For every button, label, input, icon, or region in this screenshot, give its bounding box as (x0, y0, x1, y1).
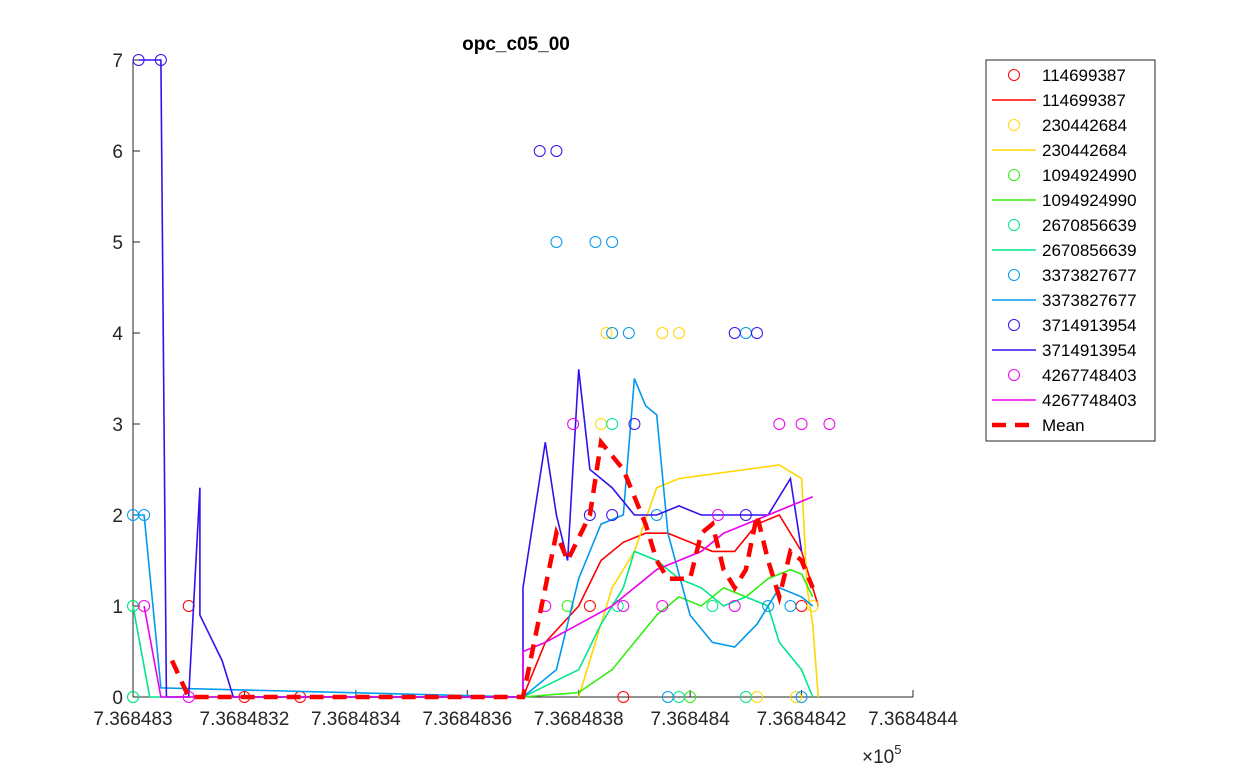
data-point-3714913954 (550, 145, 563, 157)
data-point-230442684 (600, 327, 613, 339)
data-point-4267748403 (182, 691, 195, 703)
data-point-114699387 (583, 600, 596, 612)
x-tick-label: 7.3684838 (534, 709, 624, 730)
legend-label: 3714913954 (1042, 341, 1137, 360)
legend-label: 2670856639 (1042, 241, 1137, 260)
y-tick-label: 7 (112, 51, 123, 72)
data-point-3714913954 (751, 327, 763, 339)
series-line-230442684 (577, 464, 820, 698)
data-point-4267748403 (712, 509, 724, 521)
x-tick-label: 7.3684834 (311, 709, 401, 730)
data-point-4267748403 (773, 418, 786, 430)
data-point-3714913954 (739, 509, 752, 521)
data-point-4267748403 (795, 418, 808, 430)
legend-marker (1008, 219, 1020, 231)
data-point-3714913954 (628, 418, 641, 430)
plot-area (127, 54, 836, 703)
data-point-3373827677 (661, 691, 674, 703)
legend-label: 2670856639 (1042, 216, 1137, 235)
y-tick-label: 4 (112, 324, 123, 345)
data-point-230442684 (595, 418, 607, 430)
x-tick-labels: 7.368483 7.3684832 7.3684834 7.3684836 7.368… (93, 709, 958, 730)
data-point-3373827677 (606, 327, 619, 339)
y-tick-label: 1 (112, 597, 123, 618)
series-line-1094924990 (522, 568, 814, 698)
legend-label: 4267748403 (1042, 366, 1137, 385)
data-point-3714913954 (533, 145, 546, 157)
data-point-2670856639 (127, 691, 139, 703)
series-line-3373827677 (133, 378, 814, 698)
data-point-3373827677 (795, 691, 808, 703)
data-point-230442684 (673, 327, 685, 339)
legend-marker (1008, 169, 1020, 181)
legend-label: 114699387 (1042, 66, 1126, 85)
y-tick-labels: 0 1 2 3 4 5 6 7 (112, 51, 123, 709)
data-point-4267748403 (138, 600, 151, 612)
data-point-3714913954 (606, 509, 619, 521)
legend-label: 230442684 (1042, 141, 1127, 160)
x-tick-label: 7.3684844 (868, 709, 958, 730)
data-point-114699387 (795, 600, 808, 612)
legend-label: 3714913954 (1042, 316, 1137, 335)
data-point-114699387 (617, 691, 630, 703)
data-point-3373827677 (622, 327, 635, 339)
legend: 114699387 114699387 230442684 230442684 1094… (985, 59, 1156, 442)
series-line-2670856639 (132, 550, 814, 698)
x-tick-label: 7.3684836 (422, 709, 512, 730)
data-point-4267748403 (823, 418, 836, 430)
data-point-3373827677 (550, 236, 563, 248)
legend-label: 4267748403 (1042, 391, 1137, 410)
x-tick-label: 7.368484 (651, 709, 731, 730)
data-point-3714913954 (132, 54, 145, 66)
legend-label: 114699387 (1042, 91, 1126, 110)
legend-marker (1008, 269, 1020, 281)
data-point-4267748403 (656, 600, 669, 612)
data-point-4267748403 (617, 600, 630, 612)
legend-label: 3373827677 (1042, 291, 1137, 310)
x-tick-label: 7.3684842 (757, 709, 847, 730)
legend-marker (1008, 69, 1020, 81)
y-tick-label: 3 (112, 415, 123, 436)
legend-marker (1008, 319, 1020, 331)
data-point-230442684 (806, 600, 819, 612)
data-point-3714913954 (728, 327, 741, 339)
data-point-3373827677 (589, 236, 602, 248)
data-point-3373827677 (762, 600, 775, 612)
data-point-3714913954 (154, 54, 167, 66)
legend-label: 1094924990 (1042, 166, 1137, 185)
y-tick-label: 5 (112, 233, 123, 254)
data-point-3373827677 (606, 236, 619, 248)
y-tick-label: 0 (112, 688, 123, 709)
data-point-4267748403 (728, 600, 741, 612)
data-point-4267748403 (567, 418, 580, 430)
data-point-2670856639 (706, 600, 719, 612)
legend-label: Mean (1042, 416, 1085, 435)
legend-label: 1094924990 (1042, 191, 1137, 210)
x-tick-label: 7.368483 (93, 709, 172, 730)
legend-marker (1008, 369, 1020, 381)
data-point-2670856639 (739, 691, 752, 703)
data-point-2670856639 (606, 418, 619, 430)
x-tick-label: 7.3684832 (200, 709, 290, 730)
mean-line (169, 436, 815, 700)
data-point-3373827677 (739, 327, 752, 339)
y-tick-label: 2 (112, 506, 123, 527)
data-point-230442684 (790, 691, 802, 703)
chart-title: opc_c05_00 (462, 34, 570, 55)
data-point-230442684 (656, 327, 669, 339)
data-point-3373827677 (784, 600, 797, 612)
legend-label: 230442684 (1042, 116, 1127, 135)
legend-label: 3373827677 (1042, 266, 1137, 285)
data-point-1094924990 (561, 600, 574, 612)
x-exponent-label: ×105 (862, 742, 901, 768)
series-line-3714913954 (138, 59, 803, 698)
data-point-3373827677 (138, 509, 151, 521)
legend-marker (1008, 119, 1020, 131)
y-tick-label: 6 (112, 142, 123, 163)
